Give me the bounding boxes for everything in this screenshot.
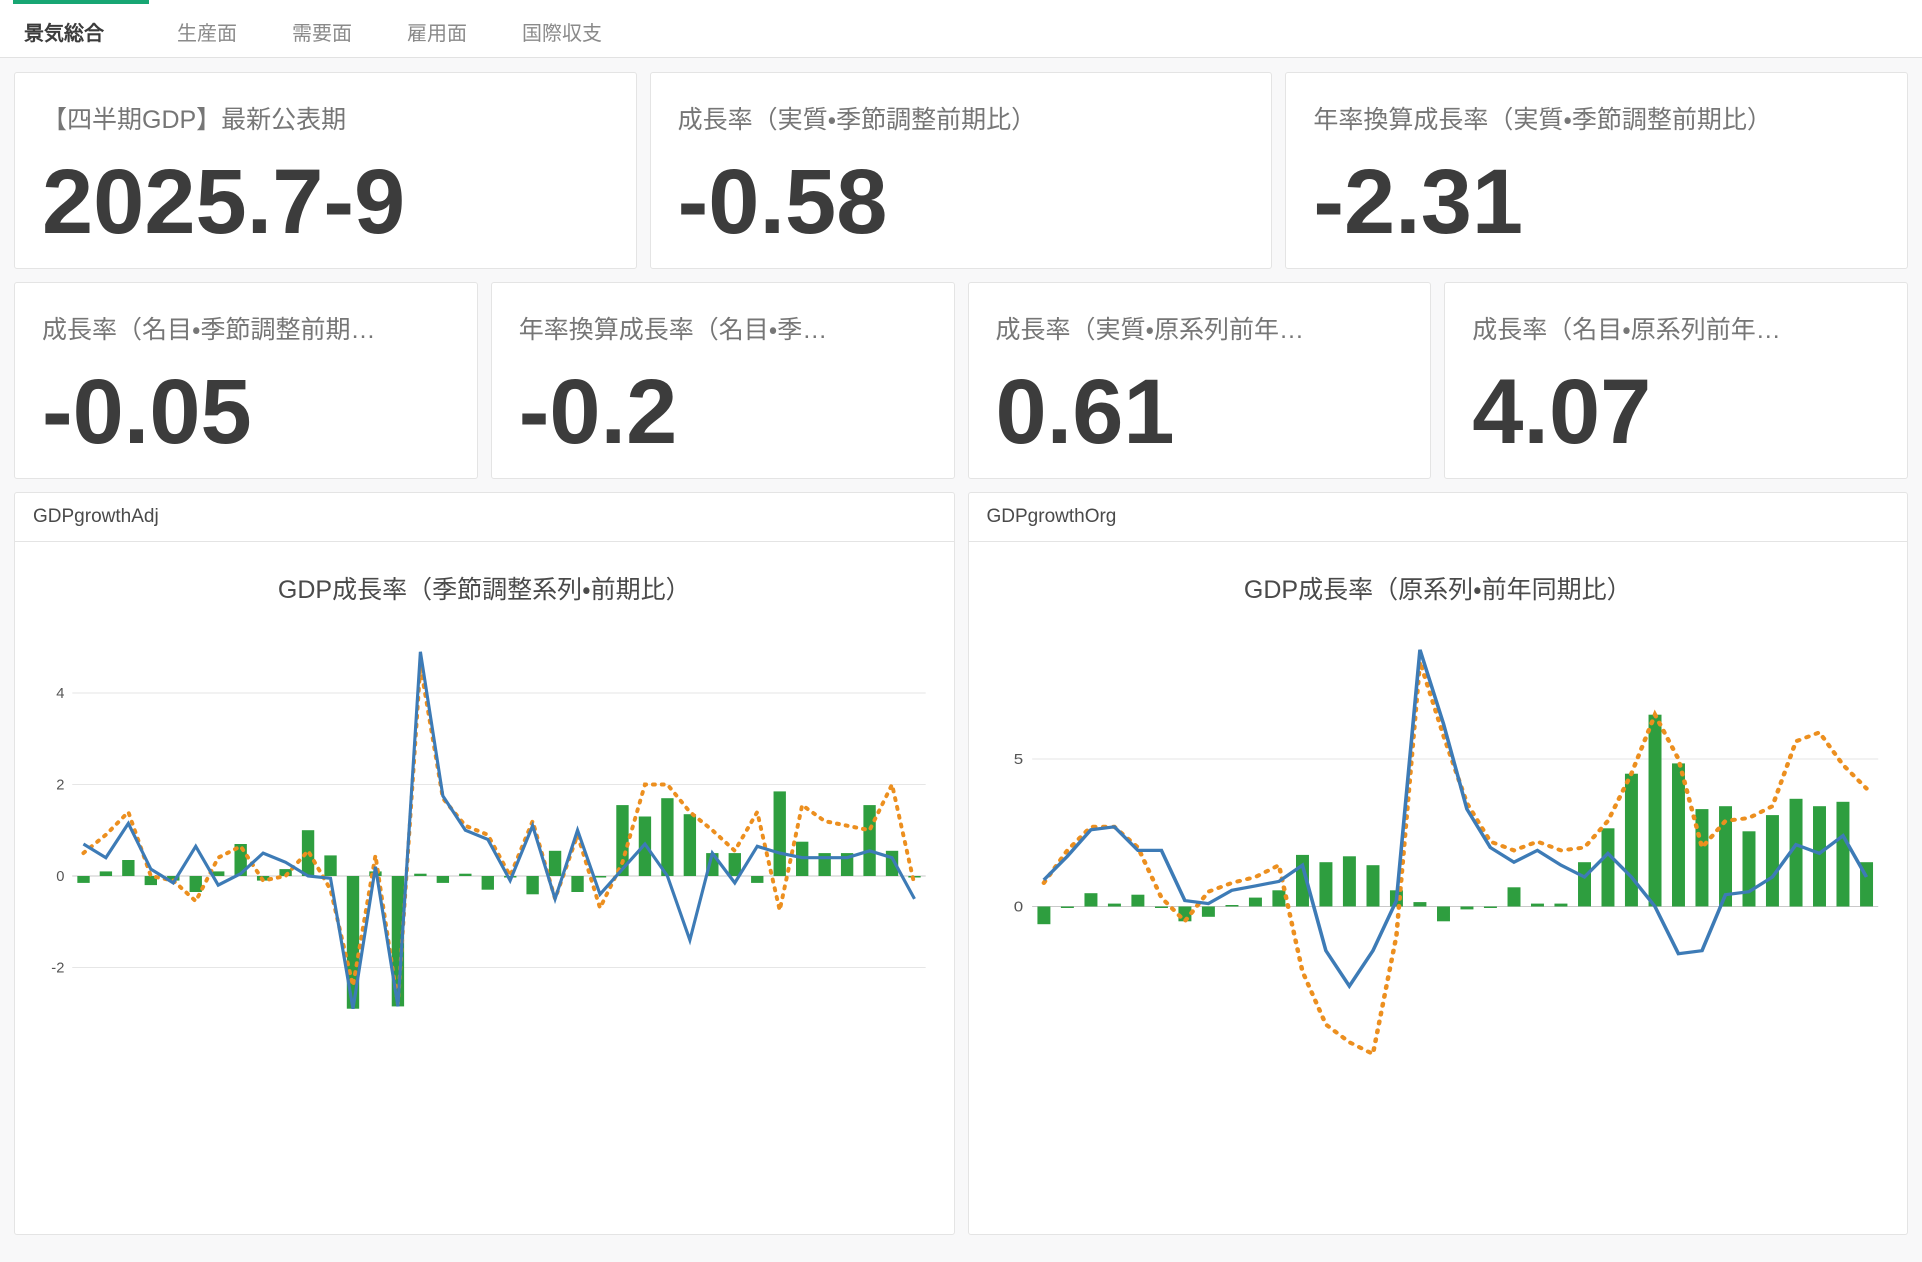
svg-text:4: 4 bbox=[56, 686, 64, 702]
svg-text:0: 0 bbox=[1013, 899, 1023, 915]
svg-text:2: 2 bbox=[56, 777, 64, 793]
svg-text:0: 0 bbox=[56, 869, 64, 885]
svg-text:-2: -2 bbox=[51, 960, 64, 976]
svg-text:5: 5 bbox=[1013, 752, 1023, 768]
